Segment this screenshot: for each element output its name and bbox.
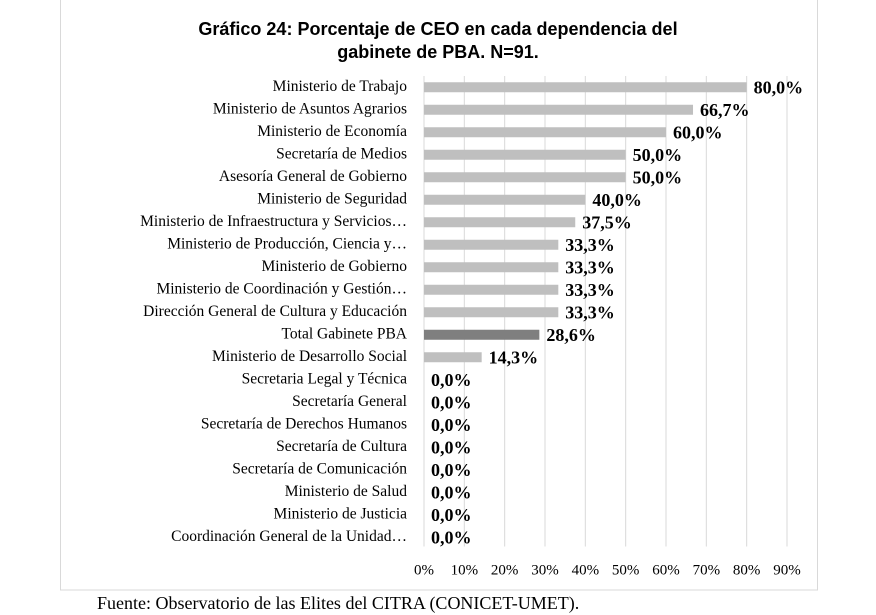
bar [424,329,540,340]
x-tick-label: 80% [733,562,761,578]
x-tick-label: 60% [652,562,680,578]
value-label: 0,0% [431,505,472,525]
value-label: 0,0% [431,392,472,412]
bar [424,217,576,228]
bar [424,352,482,363]
bar [424,82,747,93]
y-tick-label: Ministerio de Justicia [274,505,408,522]
y-tick-label: Ministerio de Economía [257,123,407,140]
x-tick-label: 10% [451,562,479,578]
y-tick-label: Ministerio de Desarrollo Social [212,348,407,365]
y-tick-label: Ministerio de Trabajo [273,78,408,95]
y-tick-label: Secretaría de Cultura [276,438,407,455]
value-label: 33,3% [565,235,615,255]
value-label: 28,6% [546,325,596,345]
value-label: 0,0% [431,370,472,390]
x-tick-label: 40% [572,562,600,578]
source-note: Fuente: Observatorio de las Elites del C… [97,593,579,614]
y-tick-label: Ministerio de Asuntos Agrarios [213,100,407,117]
bar [424,194,586,205]
value-label: 0,0% [431,437,472,457]
y-tick-label: Ministerio de Seguridad [257,190,407,207]
bar [424,149,626,160]
value-label: 80,0% [754,77,804,97]
y-tick-label: Total Gabinete PBA [282,325,408,342]
x-tick-label: 20% [491,562,519,578]
x-tick-label: 90% [773,562,801,578]
bar [424,239,559,250]
y-tick-label: Ministerio de Coordinación y Gestión… [156,280,407,297]
bar [424,307,559,318]
value-label: 66,7% [700,100,750,120]
value-label: 60,0% [673,122,723,142]
value-label: 50,0% [633,167,683,187]
chart-frame [60,0,818,591]
y-tick-label: Ministerio de Infraestructura y Servicio… [140,213,407,230]
bar [424,262,559,273]
y-tick-label: Secretaría de Comunicación [232,460,407,477]
value-label: 0,0% [431,482,472,502]
chart-title: Gráfico 24: Porcentaje de CEO en cada de… [198,19,677,39]
x-tick-label: 0% [414,562,434,578]
value-label: 0,0% [431,460,472,480]
value-label: 50,0% [633,145,683,165]
chart-title: gabinete de PBA. N=91. [337,42,539,62]
y-tick-label: Ministerio de Producción, Ciencia y… [167,235,407,252]
y-tick-label: Asesoría General de Gobierno [219,168,407,185]
value-label: 40,0% [592,190,642,210]
bar [424,172,626,183]
value-label: 33,3% [565,302,615,322]
value-label: 0,0% [431,415,472,435]
y-tick-label: Ministerio de Salud [285,483,408,500]
y-tick-label: Coordinación General de la Unidad… [171,528,407,545]
bar [424,284,559,295]
bar [424,127,666,138]
x-tick-label: 70% [693,562,721,578]
value-label: 33,3% [565,280,615,300]
x-tick-label: 50% [612,562,640,578]
y-tick-label: Secretaría de Derechos Humanos [201,415,407,432]
value-label: 33,3% [565,257,615,277]
y-tick-label: Secretaría de Medios [276,145,407,162]
value-label: 14,3% [489,347,538,367]
y-tick-label: Dirección General de Cultura y Educación [143,303,407,320]
x-tick-label: 30% [531,562,559,578]
value-label: 0,0% [431,527,472,547]
y-tick-label: Ministerio de Gobierno [261,258,407,275]
bar [424,104,694,115]
y-tick-label: Secretaria Legal y Técnica [242,370,407,387]
y-tick-label: Secretaría General [292,393,407,410]
value-label: 37,5% [582,212,632,232]
